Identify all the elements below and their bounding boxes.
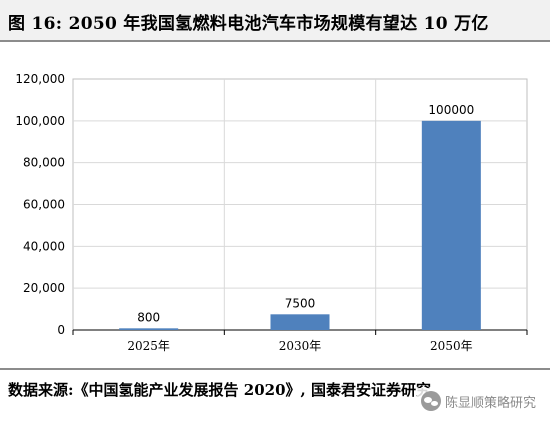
bar — [119, 328, 179, 330]
data-label: 7500 — [285, 296, 316, 310]
y-tick-label: 0 — [57, 323, 65, 337]
figure-title-bar: 图 16: 2050 年我国氢燃料电池汽车市场规模有望达 10 万亿 — [0, 0, 550, 42]
bar-chart: 0 20,000 40,000 60,000 80,000 100,000 120,000 8… — [15, 72, 528, 353]
wechat-icon — [420, 391, 441, 411]
chart-area: 0 20,000 40,000 60,000 80,000 100,000 120,000 8… — [0, 44, 550, 364]
x-tick-label: 2030年 — [279, 339, 322, 353]
y-tick-label: 20,000 — [23, 281, 65, 295]
data-label: 100000 — [428, 103, 474, 117]
y-tick-label: 80,000 — [23, 156, 65, 170]
y-tick-label: 120,000 — [15, 72, 65, 86]
watermark-text: 陈显顺策略研究 — [444, 395, 536, 411]
data-label: 800 — [137, 310, 160, 324]
y-tick-label: 100,000 — [15, 114, 65, 128]
bar — [270, 314, 330, 330]
figure-title: 图 16: 2050 年我国氢燃料电池汽车市场规模有望达 10 万亿 — [8, 14, 489, 34]
watermark: 陈显顺策略研究 — [416, 388, 540, 414]
source-bar: 数据来源:《中国氢能产业发展报告 2020》, 国泰君安证券研究 — [0, 368, 550, 408]
y-tick-label: 60,000 — [23, 198, 65, 212]
x-tick-label: 2025年 — [127, 339, 170, 353]
y-tick-label: 40,000 — [23, 239, 65, 253]
bar — [421, 120, 481, 330]
x-tick-label: 2050年 — [430, 339, 473, 353]
source-note: 数据来源:《中国氢能产业发展报告 2020》, 国泰君安证券研究 — [8, 381, 431, 399]
